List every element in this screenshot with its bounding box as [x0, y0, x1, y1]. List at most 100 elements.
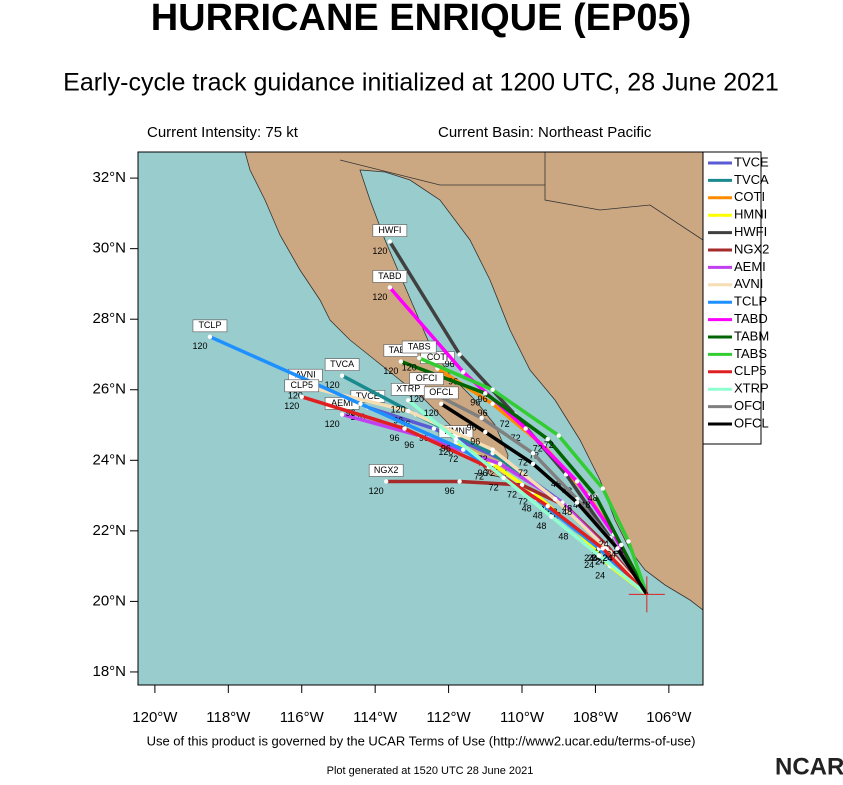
border — [339, 152, 546, 186]
track-point — [402, 426, 407, 431]
track-point — [596, 553, 602, 558]
footer: Use of this product is governed by the U… — [147, 733, 696, 748]
end-label-box — [372, 224, 408, 237]
end-label-box — [409, 372, 444, 386]
track-point — [549, 514, 554, 519]
end-label: AVNI — [295, 370, 315, 380]
end-label-box — [192, 319, 228, 333]
end-label: TABD — [378, 271, 402, 281]
hour-label: 96 — [470, 398, 480, 408]
hour-label: 24 — [606, 549, 616, 559]
track-point — [398, 359, 404, 364]
hour-label: 48 — [540, 503, 550, 513]
hour-label: 96 — [404, 440, 414, 450]
hour-label: 120 — [325, 419, 340, 429]
track-point — [457, 352, 462, 357]
x-tick-label: 112°W — [427, 709, 472, 726]
track-point — [593, 493, 598, 498]
hour-label: 96 — [441, 444, 451, 454]
track-point — [431, 426, 437, 431]
hour-label: 96 — [467, 422, 477, 432]
track-point — [574, 500, 580, 505]
legend-label: TABS — [734, 346, 767, 361]
track-point — [387, 239, 393, 244]
track-point — [523, 426, 528, 431]
hour-label: 24 — [602, 553, 612, 563]
hour-label: 96 — [478, 408, 488, 418]
x-tick-label: 108°W — [573, 709, 619, 726]
hour-label: 24 — [595, 556, 605, 566]
hour-label: 48 — [562, 503, 572, 513]
basin: Current Basin: Northeast Pacific — [438, 124, 652, 141]
track-point — [339, 373, 345, 378]
y-tick-label: 24°N — [92, 451, 126, 468]
track-point — [483, 429, 488, 435]
track-point — [457, 479, 462, 484]
end-label: COTI — [427, 352, 449, 362]
track-point — [615, 546, 620, 551]
legend-label: XTRP — [734, 381, 769, 396]
legend-label: COTI — [734, 189, 765, 204]
track-point — [556, 433, 561, 438]
hour-label: 120 — [350, 412, 365, 422]
hour-label: 120 — [383, 366, 398, 376]
end-label-box — [401, 340, 437, 354]
hour-label: 120 — [424, 408, 439, 418]
hour-label: 48 — [533, 511, 543, 521]
hour-label: 96 — [445, 486, 455, 496]
track-point — [626, 539, 631, 544]
track-point — [207, 334, 213, 340]
hour-label: 24 — [584, 560, 594, 570]
end-label: XTRP — [396, 384, 420, 394]
hour-label: 120 — [192, 341, 207, 351]
track-point — [387, 285, 393, 290]
hour-label: 96 — [390, 433, 400, 443]
hour-label: 96 — [470, 436, 480, 446]
track-point — [461, 369, 466, 375]
x-tick-label: 120°W — [132, 709, 178, 726]
track-point — [490, 401, 495, 407]
track-line — [301, 395, 649, 596]
hour-label: 120 — [402, 362, 417, 372]
hour-label: 72 — [507, 489, 517, 499]
track-point — [545, 503, 550, 509]
hour-label: 120 — [409, 394, 424, 404]
legend-label: OFCI — [734, 398, 765, 413]
legend-label: TCLP — [734, 294, 767, 309]
generated: Plot generated at 1520 UTC 28 June 2021 — [327, 765, 534, 777]
hour-label: 48 — [580, 500, 590, 510]
hour-label: 96 — [478, 468, 488, 478]
legend-label: NGX2 — [734, 241, 769, 256]
x-tick-label: 114°W — [353, 709, 398, 726]
track-point — [618, 542, 624, 548]
x-tick-label: 110°W — [500, 709, 545, 726]
hour-label: 48 — [558, 532, 568, 542]
track-point — [358, 401, 363, 407]
hour-label: 48 — [562, 507, 572, 517]
legend-label: TABM — [734, 328, 769, 343]
hour-label: 120 — [391, 405, 406, 415]
track-line — [440, 402, 649, 596]
hour-label: 120 — [284, 401, 299, 411]
y-tick-label: 26°N — [92, 381, 126, 398]
hour-label: 72 — [485, 468, 495, 478]
track-point — [574, 479, 580, 484]
track-point — [299, 394, 304, 400]
hour-label: 72 — [533, 444, 543, 454]
hour-label: 24 — [584, 553, 594, 563]
track-point — [552, 496, 558, 502]
legend-label: AVNI — [734, 276, 763, 291]
end-label: CLP5 — [290, 380, 313, 390]
hour-label: 48 — [522, 503, 532, 513]
hour-label: 120 — [372, 292, 387, 302]
end-label-box — [324, 358, 360, 371]
hour-label: 24 — [591, 553, 601, 563]
track-point — [497, 461, 503, 467]
y-tick-label: 20°N — [92, 592, 126, 609]
track-point — [519, 482, 525, 488]
hour-label: 72 — [500, 419, 510, 429]
track-point — [490, 387, 495, 392]
track-point — [530, 451, 536, 456]
legend-label: TABD — [734, 311, 768, 326]
